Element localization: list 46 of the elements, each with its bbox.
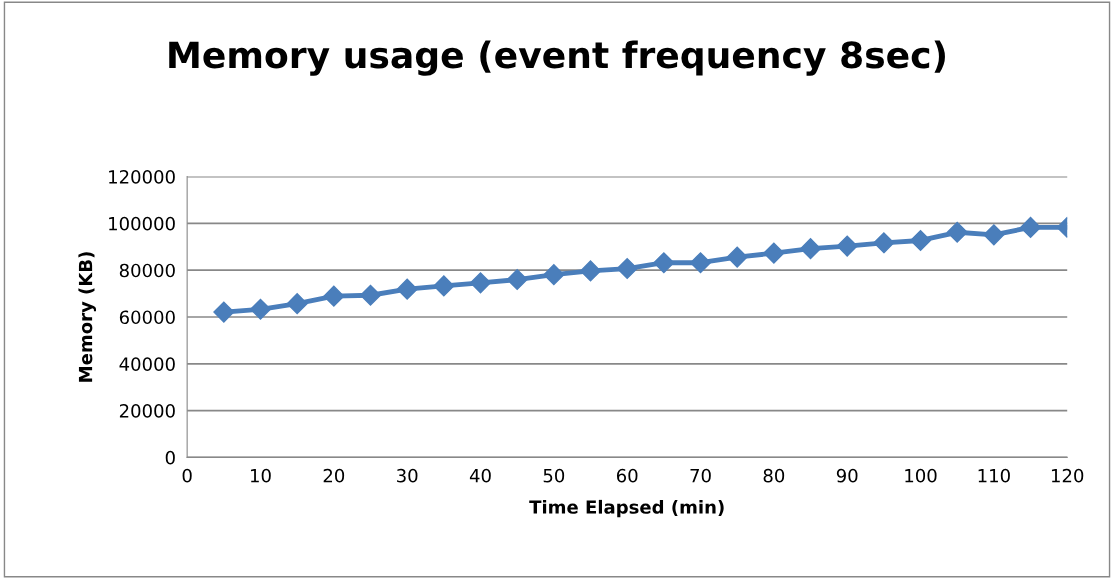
x-tick-label: 80 — [763, 468, 785, 483]
point — [249, 298, 272, 320]
point — [469, 272, 492, 294]
y-tick-label: 100000 — [109, 216, 175, 231]
y-tick-label: 60000 — [119, 310, 175, 325]
x-tick-label: 110 — [978, 468, 1010, 483]
point — [579, 260, 602, 282]
x-tick-label: 0 — [182, 468, 192, 483]
x-tick-label: 100 — [905, 468, 937, 483]
point — [910, 229, 932, 251]
point — [983, 224, 1005, 246]
point — [763, 242, 785, 264]
y-tick-label: 0 — [165, 450, 175, 465]
point — [506, 269, 528, 291]
y-tick-label: 120000 — [109, 170, 175, 184]
point — [1020, 216, 1042, 238]
x-tick-label: 70 — [690, 468, 711, 483]
y-tick-label: 80000 — [119, 263, 175, 278]
point — [800, 238, 822, 260]
point — [286, 293, 308, 315]
x-axis-title: Time Elapsed (min) — [529, 499, 724, 518]
point — [726, 246, 748, 268]
y-tick-label: 40000 — [119, 357, 175, 371]
y-axis-title: Memory (KB) — [78, 252, 96, 382]
x-tick-label: 20 — [323, 468, 345, 483]
x-tick-label: 60 — [616, 468, 638, 483]
y-tick-label: 20000 — [119, 404, 175, 418]
point — [616, 258, 638, 280]
point — [433, 275, 455, 297]
point — [323, 285, 345, 307]
chart-title: Memory usage (event frequency 8sec) — [169, 40, 945, 76]
x-tick-label: 10 — [250, 468, 271, 483]
x-tick-label: 30 — [397, 468, 418, 483]
point — [359, 284, 382, 306]
x-tick-label: 50 — [543, 468, 565, 483]
point — [213, 301, 235, 323]
point — [873, 232, 895, 254]
point — [690, 252, 712, 274]
x-tick-label: 120 — [1051, 468, 1084, 483]
point — [946, 221, 968, 243]
x-tick-label: 90 — [836, 468, 858, 483]
point — [653, 252, 675, 274]
point — [396, 278, 418, 300]
point — [836, 235, 858, 257]
point — [543, 264, 565, 286]
x-tick-label: 40 — [469, 468, 491, 483]
